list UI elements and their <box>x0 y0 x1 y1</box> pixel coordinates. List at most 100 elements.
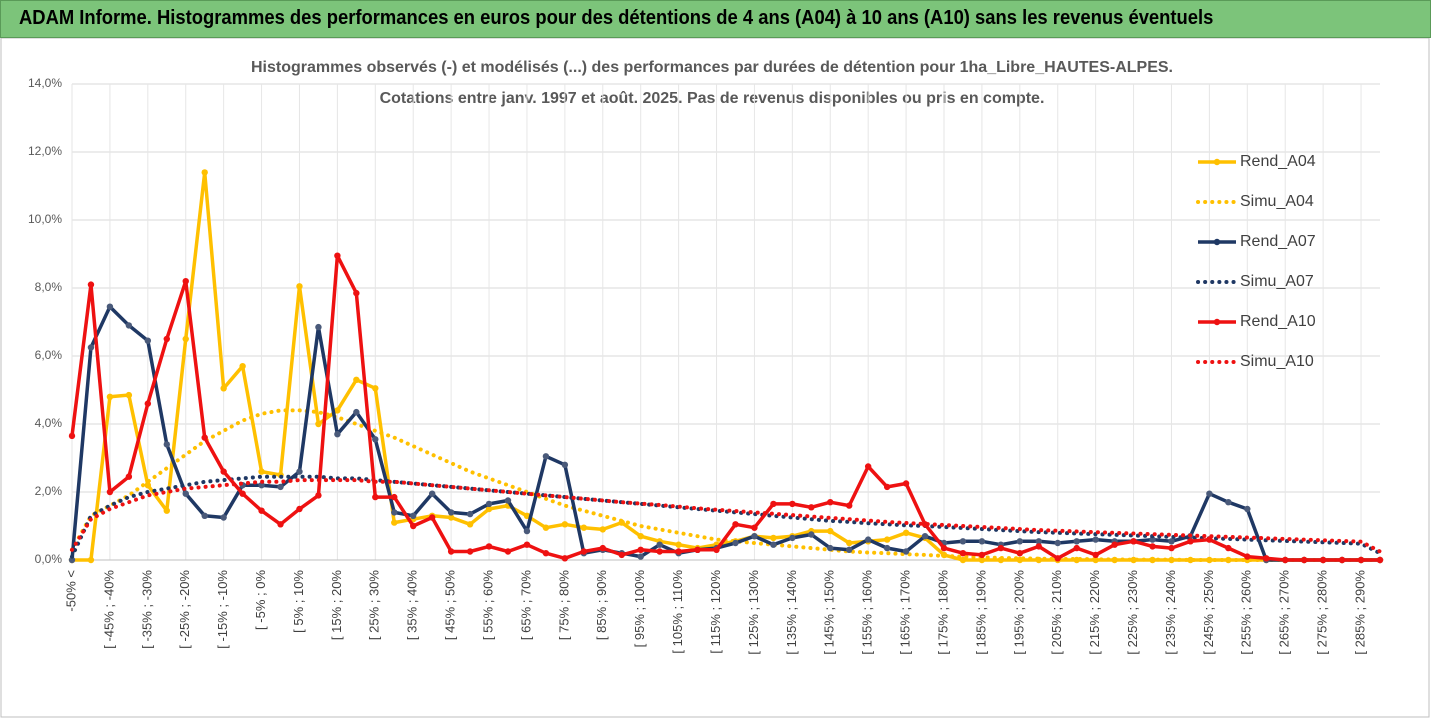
point <box>732 539 739 547</box>
chart-title: Histogrammes observés (-) et modélisés (… <box>251 59 1173 76</box>
point <box>1016 538 1024 545</box>
point <box>68 432 76 440</box>
point <box>277 521 284 528</box>
point <box>144 337 152 344</box>
point <box>182 335 189 343</box>
point <box>410 522 417 530</box>
point <box>125 473 133 480</box>
point <box>485 500 493 508</box>
point <box>1376 556 1384 564</box>
legend-label: Simu_A07 <box>1240 273 1314 290</box>
point <box>1130 538 1137 545</box>
point <box>504 497 512 504</box>
point <box>410 512 417 519</box>
point <box>637 533 644 540</box>
point <box>1168 538 1175 545</box>
point <box>1111 541 1118 548</box>
point <box>1225 544 1232 552</box>
point <box>106 393 114 400</box>
point <box>1168 544 1175 552</box>
x-tick-label: [ -15% ; -10% <box>215 570 230 649</box>
point <box>466 521 474 528</box>
point <box>846 502 853 509</box>
point <box>163 335 170 343</box>
point <box>770 541 777 548</box>
point <box>542 524 550 531</box>
legend-marker <box>1213 158 1221 166</box>
point <box>220 385 227 392</box>
point <box>561 555 569 562</box>
point <box>466 510 474 518</box>
point <box>561 521 569 528</box>
x-tick-label: [ 205% ; 210% <box>1049 570 1064 655</box>
point <box>1263 555 1270 562</box>
point <box>372 436 379 443</box>
x-tick-label: [ 145% ; 150% <box>822 570 837 655</box>
point <box>239 490 246 497</box>
point <box>1016 550 1024 557</box>
point <box>447 514 455 521</box>
x-tick-label: [ 175% ; 180% <box>935 570 950 655</box>
x-tick-label: [ 75% ; 80% <box>556 570 571 641</box>
chart-subtitle: Cotations entre janv. 1997 et août. 2025… <box>380 90 1045 107</box>
point <box>675 541 682 548</box>
point <box>1244 505 1251 513</box>
point <box>770 500 777 508</box>
point <box>523 512 531 519</box>
x-tick-label: [ 165% ; 170% <box>898 570 913 655</box>
point <box>201 434 208 441</box>
point <box>485 505 493 513</box>
point <box>523 527 531 535</box>
legend-marker <box>1213 238 1221 246</box>
x-tick-label: [ 285% ; 290% <box>1352 570 1367 655</box>
point <box>428 490 436 497</box>
x-tick-label: [ 255% ; 260% <box>1239 570 1254 655</box>
point <box>182 278 189 285</box>
x-tick-label: [ 125% ; 130% <box>746 570 761 655</box>
point <box>201 512 208 519</box>
point <box>656 541 663 548</box>
point <box>561 461 569 468</box>
y-tick-label: 10,0% <box>28 212 62 226</box>
legend-label: Rend_A04 <box>1240 153 1316 170</box>
point <box>959 550 967 557</box>
point <box>239 363 246 370</box>
point <box>808 531 815 538</box>
x-tick-label: [ 275% ; 280% <box>1315 570 1330 655</box>
point <box>864 536 872 543</box>
x-tick-label: [ 65% ; 70% <box>518 570 533 641</box>
legend-label: Rend_A07 <box>1240 233 1316 250</box>
legend-label: Simu_A04 <box>1240 193 1314 210</box>
point <box>1035 538 1042 545</box>
point <box>1149 536 1156 543</box>
x-tick-label: [ 215% ; 220% <box>1087 570 1102 655</box>
point <box>694 546 701 553</box>
point <box>277 483 284 491</box>
x-tick-label: [ 35% ; 40% <box>405 570 420 641</box>
point <box>580 548 588 555</box>
point <box>315 323 322 331</box>
point <box>1073 538 1080 545</box>
point <box>580 524 588 531</box>
point <box>353 408 360 416</box>
point <box>1149 543 1156 550</box>
x-tick-label: [ 265% ; 270% <box>1277 570 1292 655</box>
chart-frame <box>0 38 1430 718</box>
x-tick-label: [ 195% ; 200% <box>1011 570 1026 655</box>
point <box>751 524 758 531</box>
y-tick-label: 14,0% <box>28 76 62 90</box>
point <box>542 550 550 557</box>
point <box>163 441 170 448</box>
point <box>1187 556 1194 564</box>
point <box>1092 536 1099 543</box>
point <box>827 527 834 535</box>
point <box>732 521 739 528</box>
point <box>163 507 170 514</box>
point <box>959 556 967 564</box>
x-tick-label: [ 235% ; 240% <box>1163 570 1178 655</box>
x-tick-label: [ -25% ; -20% <box>177 570 192 649</box>
point <box>485 543 493 550</box>
series-line <box>70 408 1382 562</box>
point <box>1319 556 1327 564</box>
point <box>87 556 95 564</box>
